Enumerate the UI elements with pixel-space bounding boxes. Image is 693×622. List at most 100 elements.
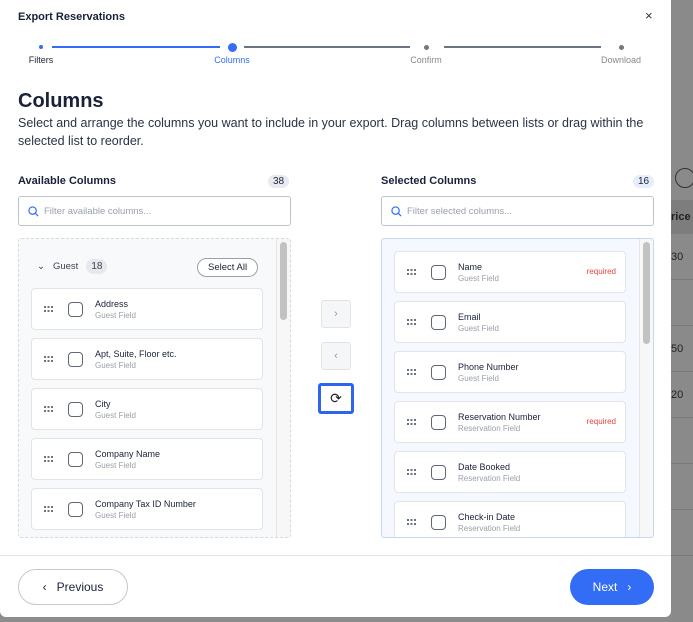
select-all-button[interactable]: Select All [197,258,259,277]
background-cell: 20 [671,372,693,418]
drag-handle-icon[interactable] [407,269,416,275]
column-type: Guest Field [458,374,499,383]
column-name: Name [458,262,483,272]
step-dot-confirm [424,45,429,50]
column-checkbox[interactable] [431,365,446,380]
drag-handle-icon[interactable] [44,306,53,312]
column-type: Guest Field [95,311,136,320]
drag-handle-icon[interactable] [44,356,53,362]
chevron-right-icon: › [627,580,632,594]
column-type: Guest Field [95,511,136,520]
column-item[interactable]: Apt, Suite, Floor etc. Guest Field [31,338,263,380]
column-item[interactable]: Address Guest Field [31,288,263,330]
group-guest[interactable]: ⌄ Guest 18 [37,259,108,274]
column-checkbox[interactable] [68,402,83,417]
column-item[interactable]: Company Name Guest Field [31,438,263,480]
column-checkbox[interactable] [431,515,446,530]
column-item[interactable]: Reservation Number Reservation Field requi… [394,401,626,443]
column-name: Company Tax ID Number [95,499,196,509]
column-type: Reservation Field [458,474,521,483]
selected-list: Name Guest Field required Email Guest Field P… [381,238,654,538]
available-search-input[interactable] [44,205,274,217]
column-name: Phone Number [458,362,519,372]
add-column-button[interactable]: › [321,300,351,328]
drag-handle-icon[interactable] [407,319,416,325]
column-checkbox[interactable] [68,502,83,517]
selected-columns-label: Selected Columns [381,175,477,187]
column-name: Company Name [95,449,161,459]
column-checkbox[interactable] [68,302,83,317]
background-cell [671,464,693,510]
background-cell: 30 [671,234,693,280]
scrollbar[interactable] [276,239,290,537]
available-list: ⌄ Guest 18 Select All Address Guest Field… [18,238,291,538]
drag-handle-icon[interactable] [44,506,53,512]
background-cell [671,510,693,556]
required-tag: required [586,267,616,276]
column-type: Guest Field [95,361,136,370]
scrollbar-thumb[interactable] [643,242,650,344]
scrollbar[interactable] [639,239,653,537]
drag-handle-icon[interactable] [44,406,53,412]
column-name: Email [458,312,481,322]
column-name: Address [95,299,129,309]
column-item[interactable]: Date Booked Reservation Field [394,451,626,493]
remove-column-button[interactable]: ‹ [321,342,351,370]
chevron-down-icon: ⌄ [37,261,45,272]
column-checkbox[interactable] [431,315,446,330]
step-dot-filters [39,45,43,49]
background-page: rice 30 50 20 [671,0,693,622]
column-name: Date Booked [458,462,511,472]
stepper-line [244,46,410,48]
page-title: Columns [18,90,104,112]
drag-handle-icon[interactable] [407,519,416,525]
background-cell [671,280,693,326]
scrollbar-thumb[interactable] [280,242,287,320]
drag-handle-icon[interactable] [407,419,416,425]
step-columns[interactable]: Columns [214,55,250,65]
background-control [675,168,693,188]
footer-divider [0,555,671,556]
step-dot-columns [228,43,237,52]
column-checkbox[interactable] [431,415,446,430]
selected-search [381,196,654,226]
column-type: Guest Field [95,411,136,420]
previous-label: Previous [56,580,104,594]
column-checkbox[interactable] [68,352,83,367]
previous-button[interactable]: ‹ Previous [18,569,128,605]
search-icon [391,205,402,217]
column-checkbox[interactable] [431,265,446,280]
drag-handle-icon[interactable] [407,369,416,375]
stepper-progress [52,46,220,48]
step-filters[interactable]: Filters [28,55,54,65]
chevron-left-icon: ‹ [42,580,47,594]
column-item[interactable]: Phone Number Guest Field [394,351,626,393]
column-item[interactable]: Email Guest Field [394,301,626,343]
search-icon [28,205,39,217]
column-checkbox[interactable] [431,465,446,480]
column-name: Reservation Number [458,412,541,422]
column-type: Guest Field [458,274,499,283]
column-item[interactable]: Check-in Date Reservation Field [394,501,626,537]
background-cell: 50 [671,326,693,372]
group-name: Guest [52,261,79,272]
next-button[interactable]: Next › [570,569,654,605]
selected-search-input[interactable] [407,205,637,217]
next-label: Next [592,580,618,594]
column-checkbox[interactable] [68,452,83,467]
stepper-line [444,46,601,48]
reset-columns-button[interactable]: ⟳ [318,383,354,414]
background-column-header: rice [671,200,693,234]
column-name: Apt, Suite, Floor etc. [95,349,177,359]
column-type: Reservation Field [458,524,521,533]
column-type: Guest Field [458,324,499,333]
column-item[interactable]: City Guest Field [31,388,263,430]
drag-handle-icon[interactable] [44,456,53,462]
column-item[interactable]: Company Tax ID Number Guest Field [31,488,263,530]
column-item[interactable]: Name Guest Field required [394,251,626,293]
close-icon[interactable]: × [645,8,653,23]
background-cell [671,418,693,464]
required-tag: required [586,417,616,426]
drag-handle-icon[interactable] [407,469,416,475]
available-columns-label: Available Columns [18,175,117,187]
